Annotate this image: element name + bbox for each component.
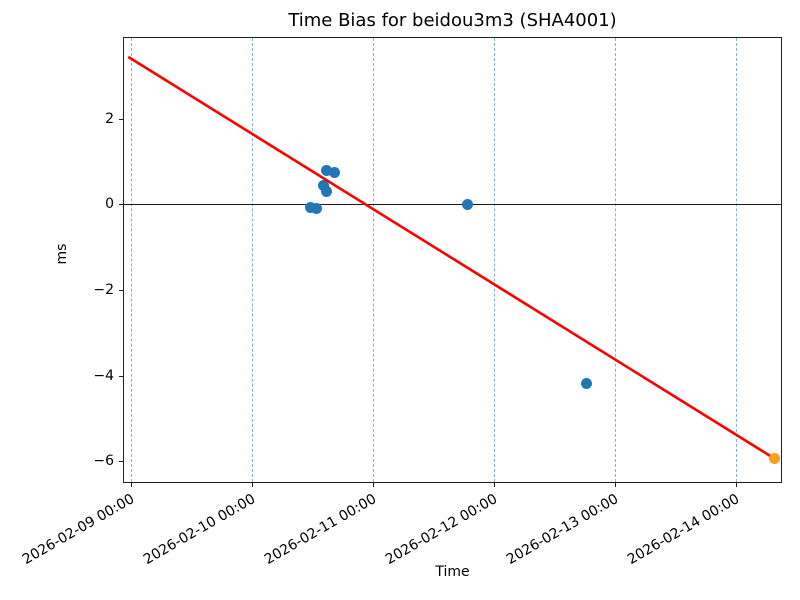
y-tick-label: −2 bbox=[93, 282, 114, 298]
x-tick-mark bbox=[251, 482, 253, 487]
x-gridline bbox=[493, 38, 495, 482]
x-gridline bbox=[372, 38, 374, 482]
x-gridline bbox=[130, 38, 132, 482]
data-point bbox=[321, 185, 333, 197]
data-point bbox=[310, 203, 322, 215]
y-tick-mark bbox=[119, 290, 124, 291]
data-point bbox=[328, 166, 340, 178]
x-tick-label: 2026-02-13 00:00 bbox=[503, 491, 621, 568]
data-point bbox=[321, 164, 333, 176]
x-tick-label: 2026-02-11 00:00 bbox=[261, 491, 379, 568]
zero-line bbox=[124, 204, 781, 206]
x-tick-mark bbox=[130, 482, 132, 487]
x-gridline bbox=[735, 38, 737, 482]
y-tick-label: 2 bbox=[105, 110, 114, 127]
x-tick-label: 2026-02-12 00:00 bbox=[382, 491, 500, 568]
y-tick-label: −6 bbox=[93, 453, 114, 470]
trend-line-segment bbox=[127, 55, 776, 460]
x-tick-label: 2026-02-09 00:00 bbox=[19, 491, 137, 568]
trend-line bbox=[127, 55, 776, 460]
x-tick-mark bbox=[372, 482, 374, 487]
y-tick-mark bbox=[119, 375, 124, 377]
data-point bbox=[580, 378, 592, 390]
x-tick-mark bbox=[735, 482, 737, 487]
x-gridline bbox=[614, 38, 616, 482]
y-tick-mark bbox=[119, 204, 124, 206]
y-tick-label: 0 bbox=[105, 196, 114, 213]
x-axis-label: Time bbox=[435, 564, 470, 580]
chart-title: Time Bias for beidou3m3 (SHA4001) bbox=[288, 10, 617, 31]
y-tick-label: −4 bbox=[93, 367, 114, 384]
y-tick-mark bbox=[119, 118, 124, 120]
data-point bbox=[461, 198, 473, 210]
latest-data-point bbox=[769, 453, 781, 465]
y-tick-mark bbox=[119, 461, 124, 463]
x-tick-mark bbox=[493, 482, 495, 487]
x-tick-label: 2026-02-10 00:00 bbox=[140, 491, 258, 568]
x-tick-mark bbox=[614, 482, 616, 487]
plot-area: 2026-02-09 00:00 2026-02-10 00:00 2026-02-… bbox=[20, 37, 782, 568]
x-tick-label: 2026-02-14 00:00 bbox=[624, 491, 742, 568]
x-gridline bbox=[251, 38, 253, 482]
y-axis-label: ms bbox=[54, 243, 70, 265]
